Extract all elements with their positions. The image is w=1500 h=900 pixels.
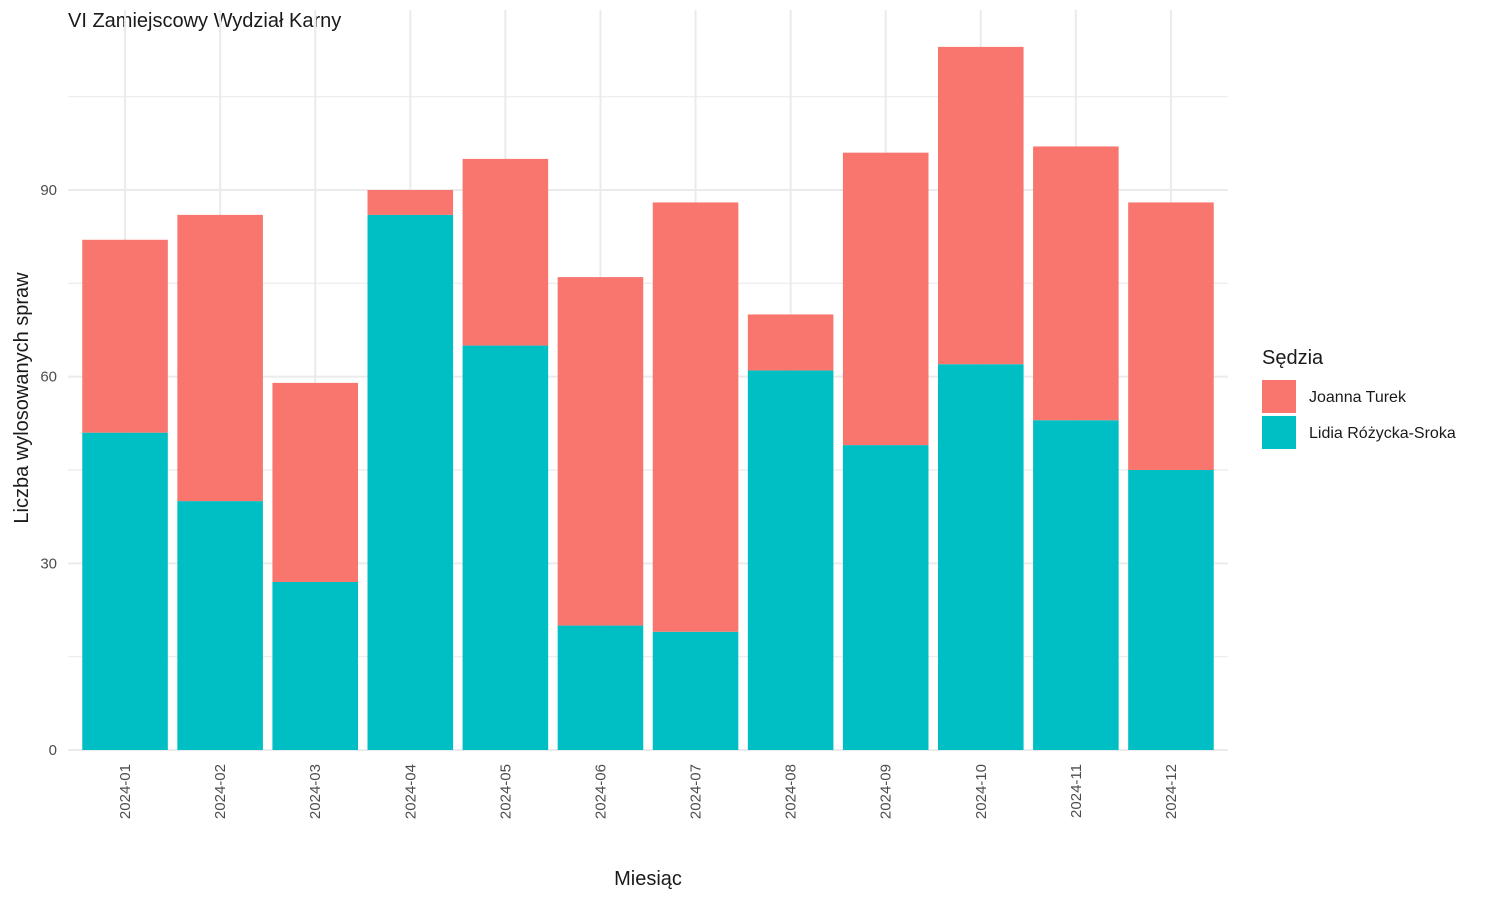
bar-segment: [462, 345, 549, 750]
bar-segment: [82, 239, 168, 433]
x-tick-label: 2024-11: [1068, 764, 1085, 818]
legend-label: Joanna Turek: [1309, 389, 1407, 406]
bar-segment: [462, 158, 549, 346]
bar-segment: [747, 314, 834, 371]
x-tick-label: 2024-12: [1163, 764, 1180, 819]
bar-segment: [938, 364, 1024, 750]
bar-segment: [177, 214, 263, 502]
x-tick-label: 2024-05: [497, 764, 514, 819]
bar-segment: [367, 214, 454, 750]
bar-segment: [652, 631, 739, 750]
y-tick-labels: 0 30 60 90: [40, 182, 57, 759]
bar-segment: [652, 202, 739, 632]
x-tick-label: 2024-08: [783, 764, 800, 819]
bar-segment: [842, 152, 929, 446]
y-tick-label: 60: [40, 369, 57, 386]
x-tick-label: 2024-01: [117, 764, 134, 819]
bars: [82, 46, 1214, 750]
x-tick-label: 2024-09: [878, 764, 895, 819]
legend-title: Sędzia: [1262, 347, 1324, 369]
bar-segment: [938, 46, 1024, 365]
y-tick-label: 30: [40, 555, 57, 572]
legend-swatch: [1262, 416, 1296, 449]
bar-segment: [367, 190, 454, 215]
bar-segment: [842, 445, 929, 750]
x-axis-title: Miesiąc: [614, 868, 682, 890]
bar-segment: [1033, 146, 1119, 421]
chart-title: VI Zamiejscowy Wydział Karny: [68, 10, 341, 32]
x-tick-label: 2024-04: [402, 764, 419, 819]
bar-segment: [1128, 470, 1214, 750]
bar-segment: [272, 382, 358, 583]
bar-segment: [1033, 420, 1119, 750]
x-tick-label: 2024-06: [592, 764, 609, 819]
y-tick-label: 0: [49, 742, 57, 759]
y-tick-label: 90: [40, 182, 57, 199]
bar-segment: [557, 625, 644, 750]
bar-segment: [272, 582, 358, 750]
legend-swatch: [1262, 380, 1296, 413]
x-tick-label: 2024-07: [688, 764, 705, 819]
legend-label: Lidia Różycka-Sroka: [1309, 425, 1456, 442]
x-tick-label: 2024-10: [973, 764, 990, 819]
bar-segment: [82, 432, 168, 750]
legend: Sędzia Joanna Turek Lidia Różycka-Sroka: [1262, 347, 1456, 449]
x-tick-labels: 2024-01 2024-02 2024-03 2024-04 2024-05 2024-…: [117, 764, 1180, 819]
bar-segment: [747, 370, 834, 750]
y-axis-title: Liczba wylosowanych spraw: [11, 272, 33, 524]
bar-segment: [177, 501, 263, 750]
bar-segment: [1128, 202, 1214, 471]
bar-segment: [557, 277, 644, 626]
x-tick-label: 2024-03: [307, 764, 324, 819]
x-tick-label: 2024-02: [212, 764, 229, 819]
